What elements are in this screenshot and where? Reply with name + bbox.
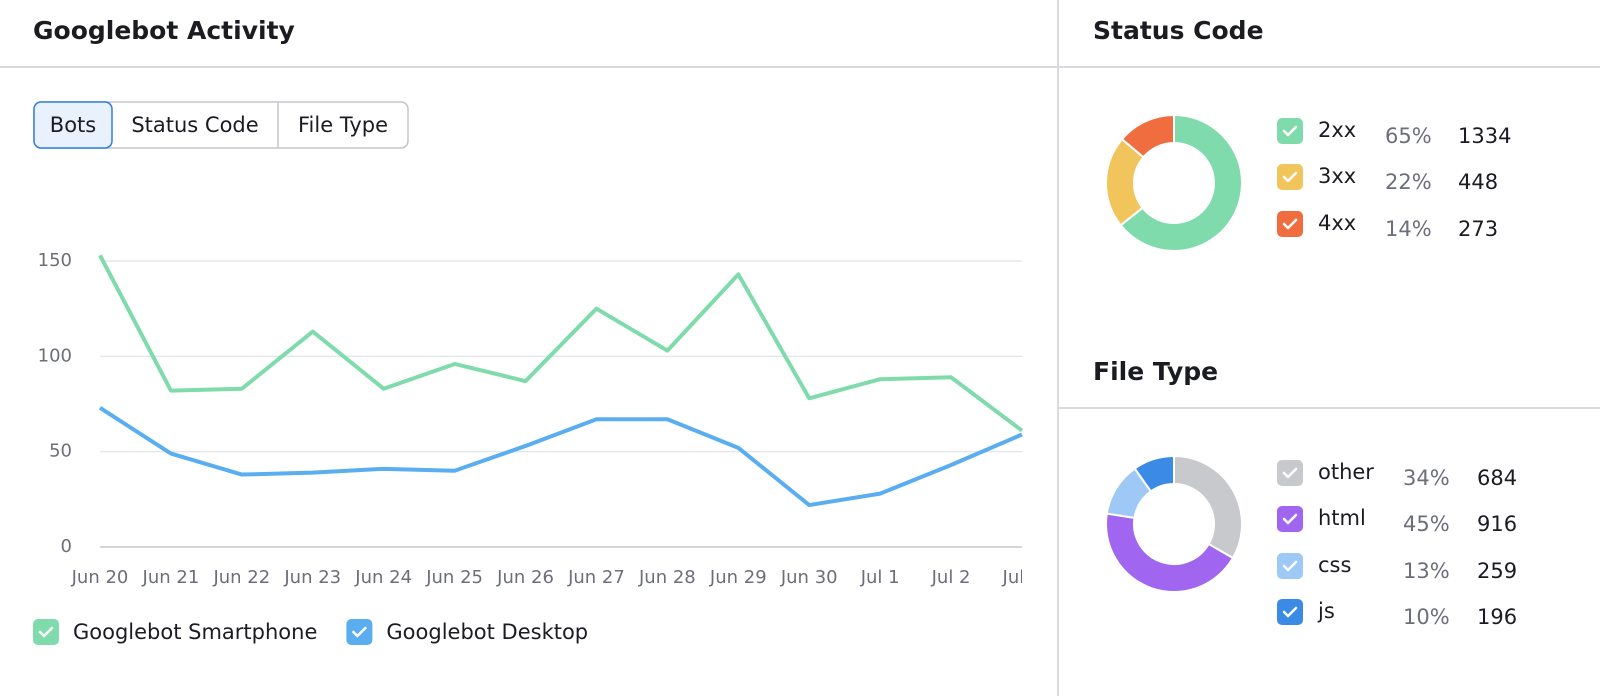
count-label: 684	[1477, 466, 1517, 490]
y-tick-label: 100	[38, 345, 72, 366]
y-tick-label: 150	[38, 250, 72, 271]
x-tick-label: Jun 23	[283, 567, 341, 588]
checkbox[interactable]	[1277, 164, 1303, 190]
y-tick-label: 50	[49, 441, 72, 462]
legend-label[interactable]: html	[1318, 506, 1366, 530]
x-tick-label: Jun 26	[496, 567, 554, 588]
percent-label: 65%	[1385, 124, 1432, 148]
check-icon	[1282, 560, 1298, 572]
legend-label[interactable]: css	[1318, 553, 1351, 577]
percent-label: 13%	[1403, 559, 1450, 583]
x-tick-label: Jul 3	[1002, 567, 1042, 588]
check-icon	[1282, 467, 1298, 479]
check-icon	[1282, 606, 1298, 618]
x-tick-label: Jun 20	[71, 567, 129, 588]
checkbox[interactable]	[1277, 599, 1303, 625]
percent-label: 34%	[1403, 466, 1450, 490]
tab[interactable]: Status Code	[131, 113, 258, 137]
count-label: 259	[1477, 559, 1517, 583]
x-tick-label: Jun 27	[567, 567, 625, 588]
x-tick-label: Jun 22	[212, 567, 270, 588]
check-icon	[1282, 171, 1298, 183]
x-tick-label: Jun 30	[780, 567, 838, 588]
panel-title: Googlebot Activity	[33, 16, 295, 45]
tab-active[interactable]	[33, 101, 113, 149]
check-icon	[1282, 218, 1298, 230]
check-icon	[352, 626, 367, 638]
y-tick-label: 0	[61, 536, 72, 557]
checkbox[interactable]	[1277, 506, 1303, 532]
legend-label[interactable]: 3xx	[1318, 164, 1356, 188]
percent-label: 14%	[1385, 217, 1432, 241]
donut-slice	[1133, 454, 1175, 493]
percent-label: 22%	[1385, 170, 1432, 194]
donut-slice	[1119, 113, 1243, 252]
x-tick-label: Jun 28	[638, 567, 696, 588]
panel-title: File Type	[1093, 357, 1218, 386]
x-tick-label: Jun 29	[709, 567, 767, 588]
checkbox[interactable]	[33, 619, 59, 645]
tab[interactable]: Bots	[50, 113, 96, 137]
count-label: 1334	[1458, 124, 1511, 148]
count-label: 273	[1458, 217, 1498, 241]
check-icon	[1282, 125, 1298, 137]
count-label: 448	[1458, 170, 1498, 194]
series-line	[98, 406, 1023, 508]
checkbox[interactable]	[346, 619, 373, 645]
checkbox[interactable]	[1277, 211, 1303, 237]
legend-label[interactable]: other	[1318, 460, 1374, 484]
percent-label: 10%	[1403, 605, 1450, 629]
percent-label: 45%	[1403, 512, 1450, 536]
donut-slice	[1105, 512, 1235, 593]
x-tick-label: Jun 24	[354, 567, 412, 588]
tab[interactable]: File Type	[298, 113, 388, 137]
x-tick-label: Jul 1	[860, 567, 900, 588]
legend-label[interactable]: 2xx	[1318, 118, 1356, 142]
count-label: 196	[1477, 605, 1517, 629]
check-icon	[1282, 513, 1298, 525]
x-tick-label: Jun 25	[425, 567, 483, 588]
panel-title: Status Code	[1093, 16, 1264, 45]
legend-label[interactable]: Googlebot Smartphone	[73, 620, 317, 644]
tab-group: Bots Status Code File Type	[33, 101, 409, 149]
legend-label[interactable]: js	[1317, 599, 1335, 623]
donut-slice	[1173, 454, 1243, 560]
count-label: 916	[1477, 512, 1517, 536]
checkbox[interactable]	[1277, 118, 1303, 144]
x-tick-label: Jul 2	[931, 567, 971, 588]
series-line	[98, 254, 1024, 433]
check-icon	[38, 626, 54, 638]
legend-label[interactable]: 4xx	[1318, 211, 1356, 235]
donut-slice	[1120, 113, 1175, 159]
x-tick-label: Jun 21	[142, 567, 200, 588]
checkbox[interactable]	[1277, 553, 1303, 579]
legend-label[interactable]: Googlebot Desktop	[386, 620, 588, 644]
checkbox[interactable]	[1277, 460, 1303, 486]
